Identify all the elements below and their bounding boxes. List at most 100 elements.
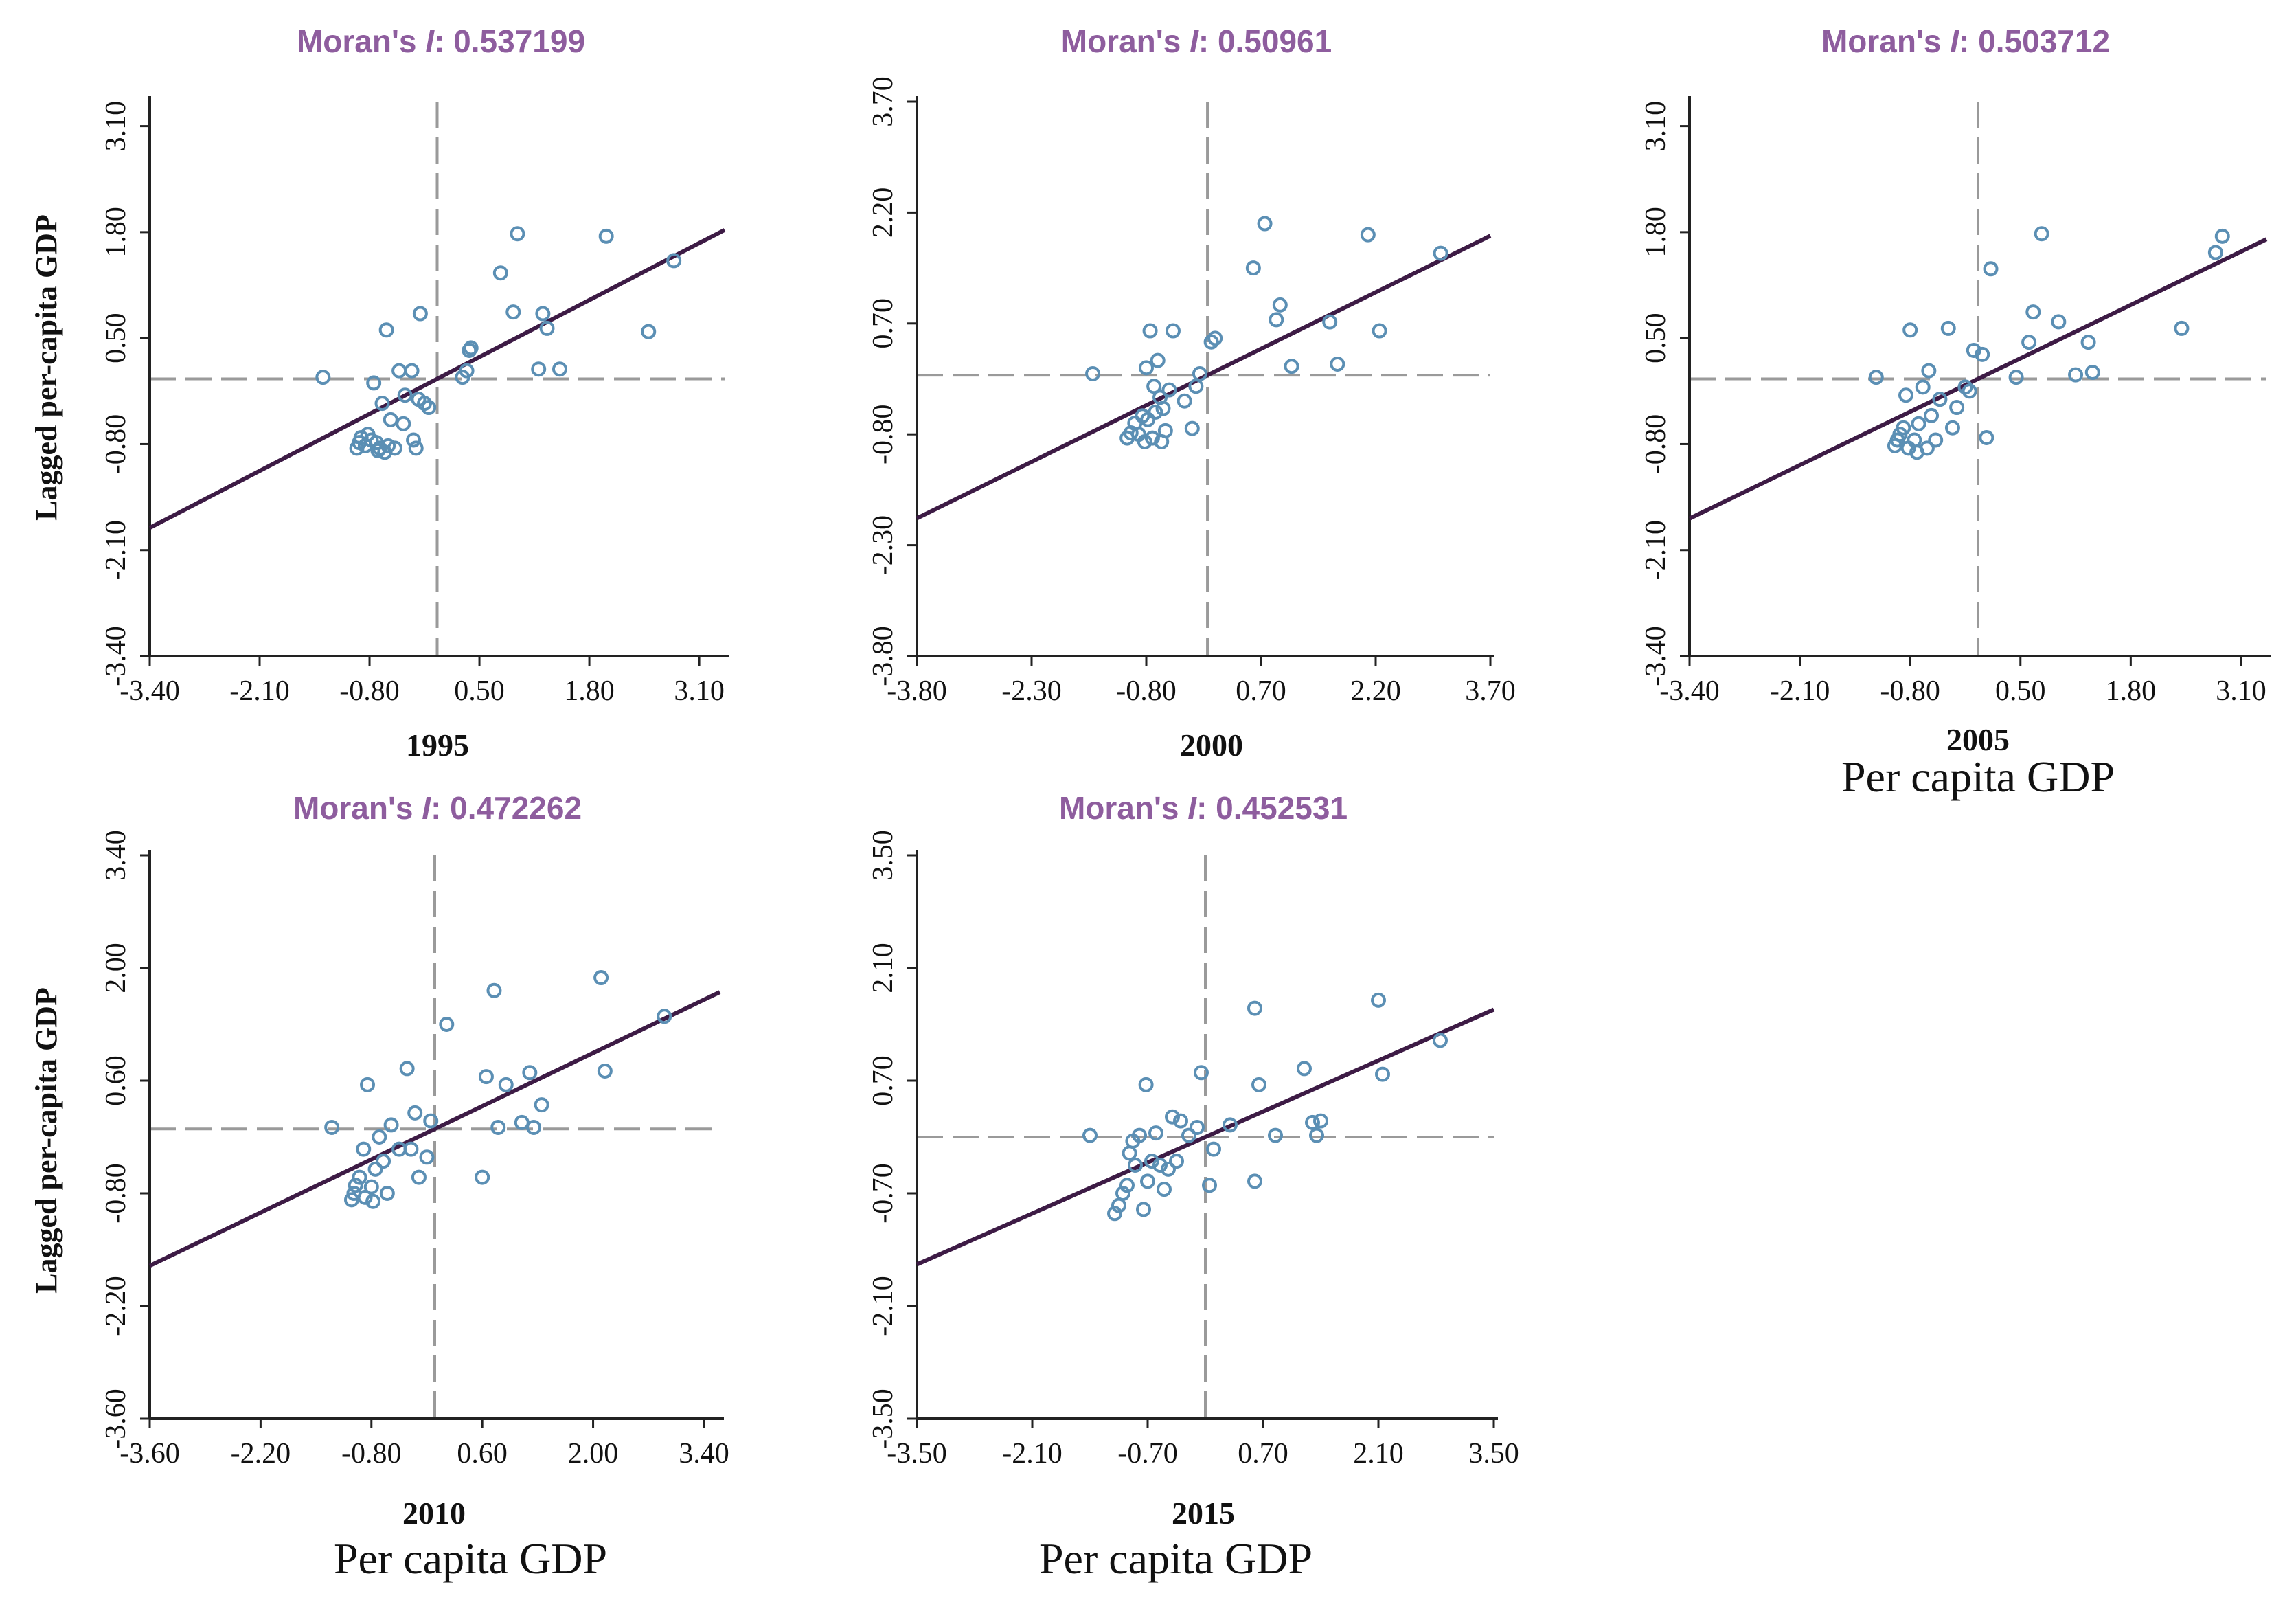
scatter-point <box>380 438 396 453</box>
x-tick-label: -0.80 <box>341 1438 402 1470</box>
y-tick-label: -0.80 <box>100 414 132 475</box>
scatter-point <box>1371 992 1386 1008</box>
scatter-point <box>366 375 382 391</box>
scatter-point <box>2174 320 2190 336</box>
scatter-point <box>372 1129 387 1145</box>
moran-title: Moran's I: 0.452531 <box>1059 790 1348 826</box>
scatter-point <box>421 400 437 416</box>
x-axis-label: Per capita GDP <box>334 1534 607 1583</box>
scatter-point <box>1192 365 1207 381</box>
scatter-point <box>1924 407 1940 423</box>
moran-title-prefix: Moran's <box>1061 23 1190 59</box>
panel-2000: Moran's I: 0.50961 -3.80 -2.30 -0.80 0.70 2.… <box>867 23 1516 763</box>
y-tick-label: 0.50 <box>100 313 132 363</box>
scatter-point <box>1115 1186 1130 1201</box>
y-tick-label: -2.20 <box>100 1276 132 1336</box>
moran-title: Moran's I: 0.503712 <box>1821 23 2110 59</box>
scatter-point <box>1957 379 1973 395</box>
scatter-point <box>1272 297 1288 313</box>
scatter-point <box>478 1069 494 1085</box>
scatter-point <box>534 1097 549 1113</box>
x-tick-label: 0.60 <box>457 1438 508 1470</box>
x-tick-label: 3.40 <box>679 1438 729 1470</box>
scatter-point <box>1206 1141 1221 1157</box>
scatter-point <box>1165 1109 1180 1125</box>
scatter-point <box>2214 228 2230 244</box>
y-tick-label: -2.10 <box>867 1276 899 1336</box>
scatter-point <box>1202 1178 1217 1193</box>
moran-title-symbol: I <box>422 790 431 826</box>
x-tick-label: -2.10 <box>1002 1438 1062 1470</box>
scatter-point <box>1944 420 1960 436</box>
y-tick-label: 1.80 <box>100 207 132 258</box>
x-tick-label: 2.00 <box>568 1438 619 1470</box>
moran-title-prefix: Moran's <box>293 790 422 826</box>
scatter-point <box>522 1065 538 1081</box>
scatter-point <box>1940 320 1956 336</box>
y-tick-label: 3.70 <box>867 76 899 127</box>
scatter-point <box>1148 404 1163 420</box>
scatter-point <box>1207 330 1223 346</box>
y-tick-label: 3.50 <box>867 830 899 881</box>
x-tick-label: -3.40 <box>1659 675 1720 707</box>
y-tick-label: -0.70 <box>867 1163 899 1224</box>
scatter-point <box>1177 393 1192 409</box>
panel-year-label: 2000 <box>1180 728 1243 763</box>
scatter-point <box>1915 379 1931 395</box>
scatter-point <box>1330 356 1345 372</box>
y-tick-label: 0.60 <box>100 1055 132 1106</box>
moran-title: Moran's I: 0.472262 <box>293 790 582 826</box>
scatter-point <box>1161 382 1177 398</box>
scatter-point <box>1375 1066 1390 1082</box>
x-tick-label: -2.10 <box>1770 675 1830 707</box>
scatter-point <box>357 1189 373 1205</box>
y-tick-label: 2.20 <box>867 188 899 238</box>
scatter-point <box>1313 1113 1328 1129</box>
scatter-point <box>1919 440 1935 456</box>
scatter-point <box>514 1114 530 1130</box>
scatter-point <box>531 361 547 377</box>
scatter-point <box>383 1117 399 1133</box>
y-tick-label: 0.70 <box>867 298 899 349</box>
scatter-point <box>396 416 411 431</box>
scatter-point <box>1132 1127 1147 1143</box>
scatter-point <box>1868 370 1884 385</box>
regression-line <box>1688 237 2268 521</box>
scatter-point <box>598 228 614 244</box>
scatter-point <box>526 1119 542 1135</box>
scatter-point <box>408 440 424 456</box>
scatter-point <box>1309 1127 1324 1143</box>
x-tick-label: 3.50 <box>1468 1438 1519 1470</box>
scatter-point <box>1896 420 1911 436</box>
scatter-point <box>666 253 682 269</box>
y-tick-label: -3.40 <box>100 626 132 686</box>
scatter-point <box>1138 1077 1154 1092</box>
y-tick-label: 1.80 <box>1640 207 1672 258</box>
scatter-point <box>597 1063 613 1079</box>
moran-title-value: : 0.537199 <box>434 23 585 59</box>
scatter-point <box>1085 365 1101 381</box>
scatter-point <box>324 1119 340 1135</box>
scatter-point <box>374 396 390 412</box>
scatter-point <box>2034 226 2049 242</box>
moran-title-value: : 0.50961 <box>1198 23 1332 59</box>
scatter-point <box>397 387 413 403</box>
x-tick-label: 2.10 <box>1353 1438 1404 1470</box>
scatter-point <box>412 306 428 322</box>
scatter-point <box>1983 261 1999 277</box>
x-tick-label: -0.80 <box>1880 675 1940 707</box>
scatter-point <box>360 1077 376 1092</box>
scatter-point <box>1082 1127 1098 1143</box>
x-tick-label: -3.50 <box>887 1438 947 1470</box>
scatter-point <box>411 1169 427 1185</box>
scatter-point <box>407 1105 423 1121</box>
scatter-point <box>1297 1061 1312 1077</box>
scatter-point <box>423 1113 439 1129</box>
panel-year-label: 1995 <box>406 728 469 763</box>
scatter-point <box>2080 335 2096 350</box>
scatter-point <box>1433 245 1448 261</box>
scatter-point <box>1932 392 1948 407</box>
y-tick-label: -2.30 <box>867 515 899 576</box>
y-tick-label: -0.80 <box>100 1163 132 1224</box>
